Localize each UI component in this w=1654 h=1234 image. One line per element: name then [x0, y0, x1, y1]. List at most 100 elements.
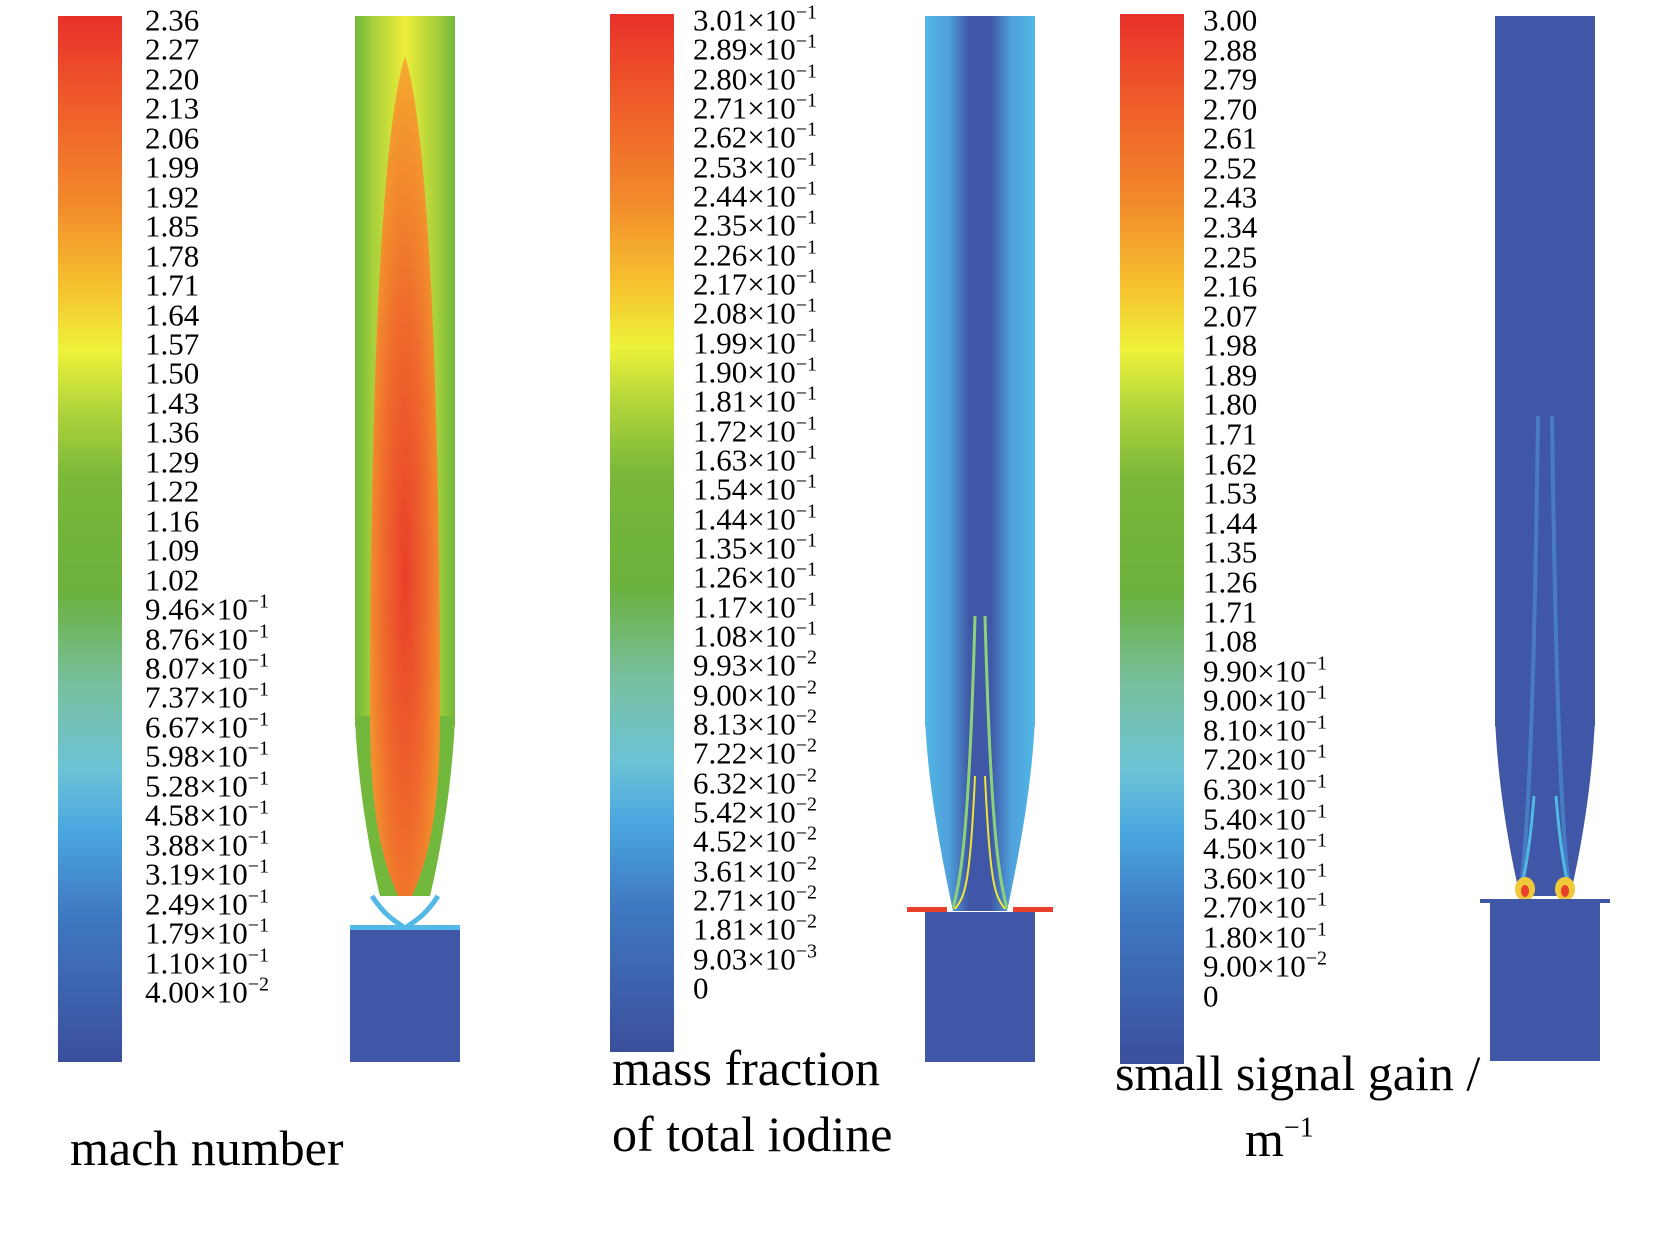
tick-exponent: −1 [1305, 770, 1328, 793]
tick-exponent: −1 [247, 944, 270, 967]
colorbar-tick-label: 2.36 [145, 5, 199, 36]
tick-exponent: −1 [247, 649, 270, 672]
gain-streak-left [1518, 415, 1540, 897]
tick-mantissa: 1.72 [693, 413, 748, 449]
caption-line: m−1 [1245, 1111, 1314, 1167]
colorbar-tick-label: 2.44×10−1 [693, 177, 818, 214]
tick-exponent: −2 [795, 881, 818, 904]
tick-mantissa: 2.61 [1203, 120, 1258, 156]
colorbar-tick-label: 1.17×10−1 [693, 588, 818, 625]
iodine-injector-left [907, 907, 947, 912]
tick-exponent: −1 [1305, 800, 1328, 823]
colorbar-tick-label: 2.16 [1203, 271, 1257, 302]
colorbar-tick-label: 1.50 [145, 358, 199, 389]
tick-exponent: −1 [795, 148, 818, 171]
tick-mantissa: 2.27 [145, 31, 200, 67]
tick-exponent: −1 [795, 412, 818, 435]
colorbar-tick-label: 2.70×10−1 [1203, 888, 1328, 925]
tick-exponent: −2 [795, 910, 818, 933]
colorbar-tick-label: 2.35×10−1 [693, 206, 818, 243]
colorbar-tick-label: 1.71 [1203, 596, 1257, 627]
colorbar-tick-label: 2.53×10−1 [693, 148, 818, 185]
colorbar-mach [58, 16, 122, 1062]
colorbar-tick-label: 3.00 [1203, 5, 1257, 36]
tick-mantissa: 6.30 [1203, 771, 1258, 807]
contour-small-signal-gain [1480, 16, 1610, 1066]
tick-mantissa: 2.71 [693, 90, 748, 126]
tick-mantissa: 1.81 [693, 383, 748, 419]
tick-mantissa: 1.29 [145, 444, 200, 480]
colorbar-tick-label: 1.57 [145, 329, 199, 360]
tick-mantissa: 6.32 [693, 765, 748, 801]
colorbar-tick-label: 9.00×10−2 [693, 676, 818, 713]
colorbar-tick-label: 1.08 [1203, 626, 1257, 657]
colorbar-tick-label: 1.26 [1203, 566, 1257, 597]
colorbar-gain [1120, 14, 1184, 1064]
tick-mantissa: 1.26 [1203, 564, 1258, 600]
tick-mantissa: 1.80 [1203, 919, 1258, 955]
panel-small-signal-gain: 3.00 2.88 2.79 2.70 2.61 2.52 2.43 2.34 2.25 2.16… [1110, 0, 1654, 1234]
iodine-tube-upper [925, 16, 1035, 726]
tick-mantissa: 1.54 [693, 471, 748, 507]
tick-mantissa: 2.70 [1203, 889, 1258, 925]
colorbar-tick-label: 2.43 [1203, 182, 1257, 213]
panel-mach-number: 2.36 2.27 2.20 2.13 2.06 1.99 1.92 1.85 1.78 1.71… [0, 0, 540, 1234]
colorbar-tick-label: 5.40×10−1 [1203, 800, 1328, 837]
tick-mantissa: 2.08 [693, 295, 748, 331]
colorbar-tick-label: 2.62×10−1 [693, 118, 818, 155]
colorbar-tick-label: 1.71 [145, 270, 199, 301]
tick-mantissa: 1.62 [1203, 446, 1258, 482]
tick-mantissa: 3.88 [145, 827, 200, 863]
colorbar-tick-label: 6.32×10−2 [693, 764, 818, 801]
colorbar-tick-label: 1.92 [145, 181, 199, 212]
tick-mantissa: 1.71 [1203, 416, 1258, 452]
tick-mantissa: 2.49 [145, 886, 200, 922]
tick-mantissa: 2.35 [693, 207, 748, 243]
tick-mantissa: 2.70 [1203, 91, 1258, 127]
iodine-streak-left [954, 775, 976, 910]
colorbar-tick-label: 1.72×10−1 [693, 412, 818, 449]
colorbar-tick-label: 1.09 [145, 535, 199, 566]
tick-exponent: −1 [795, 470, 818, 493]
tick-mantissa: 1.08 [693, 618, 748, 654]
caption-line: mach number [70, 1120, 344, 1176]
tick-exponent: −2 [795, 646, 818, 669]
tick-exponent: −1 [247, 678, 270, 701]
colorbar-tick-label: 2.25 [1203, 241, 1257, 272]
tick-exponent: −1 [1305, 829, 1328, 852]
mach-core-jet [370, 56, 440, 896]
tick-exponent: −1 [247, 855, 270, 878]
tick-mantissa: 5.42 [693, 794, 748, 830]
colorbar-tick-label: 1.53 [1203, 478, 1257, 509]
tick-exponent: −1 [795, 60, 818, 83]
tick-mantissa: 5.98 [145, 738, 200, 774]
tick-mantissa: 5.40 [1203, 801, 1258, 837]
tick-mantissa: 1.92 [145, 179, 200, 215]
colorbar-tick-label: 1.80 [1203, 389, 1257, 420]
tick-mantissa: 1.35 [693, 530, 748, 566]
colorbar-tick-label: 2.89×10−1 [693, 30, 818, 67]
colorbar-tick-label: 1.02 [145, 564, 199, 595]
tick-exponent: −1 [795, 353, 818, 376]
colorbar-tick-label: 1.35 [1203, 537, 1257, 568]
colorbar-tick-label: 1.62 [1203, 448, 1257, 479]
iodine-streak-right [984, 775, 1006, 910]
colorbar-tick-label: 2.71×10−1 [693, 89, 818, 126]
colorbar-tick-label: 8.13×10−2 [693, 705, 818, 742]
colorbar-tick-label: 9.93×10−2 [693, 646, 818, 683]
tick-exponent: −1 [795, 118, 818, 141]
tick-mantissa: 2.52 [1203, 150, 1258, 186]
colorbar-tick-label: 0 [1203, 981, 1219, 1012]
tick-mantissa: 8.76 [145, 621, 200, 657]
tick-mantissa: 2.26 [693, 237, 748, 273]
tick-exponent: −1 [795, 529, 818, 552]
colorbar-tick-label: 1.43 [145, 387, 199, 418]
tick-mantissa: 9.03 [693, 941, 748, 977]
tick-mantissa: 2.17 [693, 266, 748, 302]
colorbar-tick-label: 2.79 [1203, 64, 1257, 95]
colorbar-tick-label: 2.13 [145, 93, 199, 124]
tick-exponent: −1 [795, 588, 818, 611]
caption-line: mass fraction [612, 1040, 880, 1096]
tick-exponent: −2 [795, 852, 818, 875]
tick-mantissa: 9.00 [693, 677, 748, 713]
